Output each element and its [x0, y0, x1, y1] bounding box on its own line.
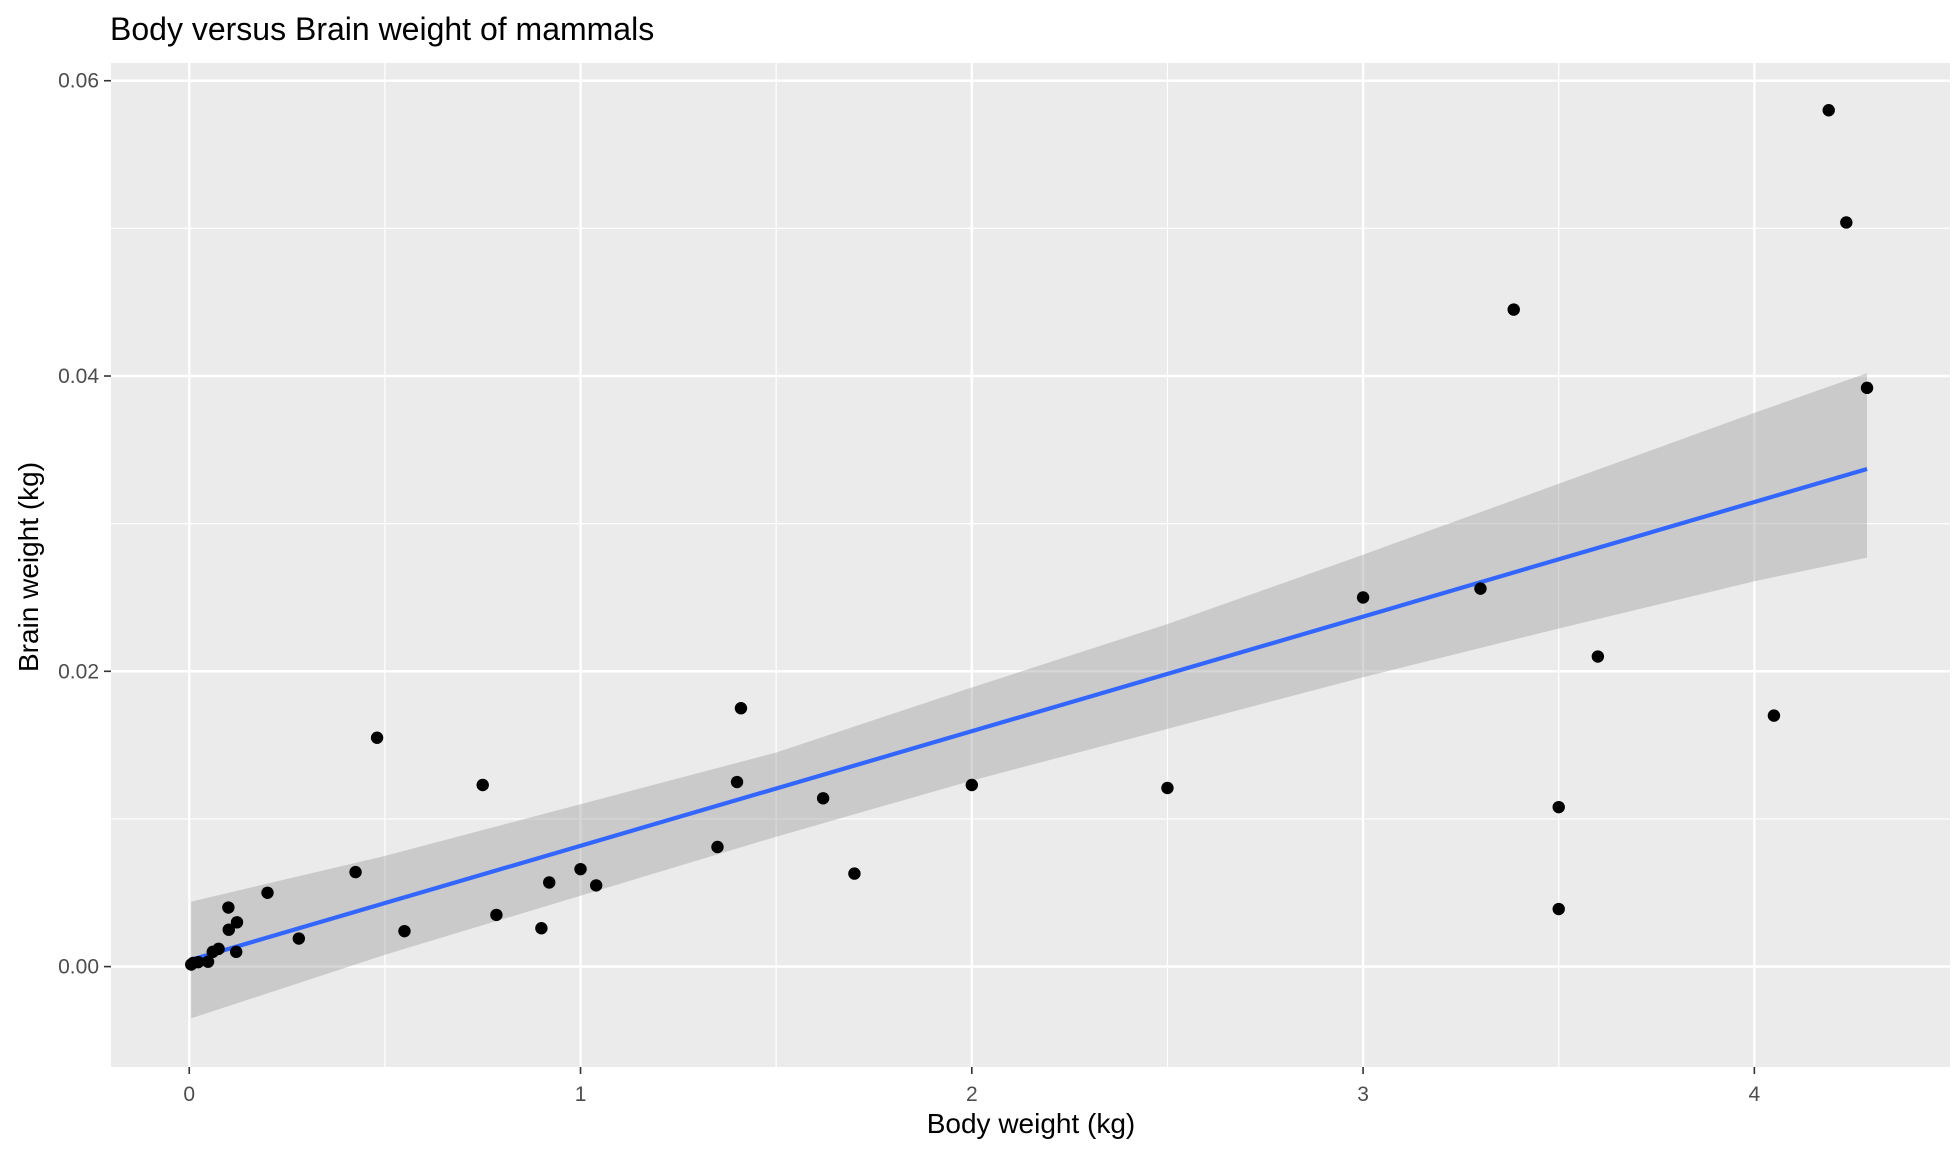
data-point: [1840, 216, 1853, 229]
data-point: [734, 702, 748, 715]
points-layer: [185, 104, 1874, 971]
data-point: [1552, 902, 1565, 916]
data-point: [1860, 381, 1874, 395]
x-tick-label: 2: [966, 1083, 978, 1106]
data-point: [1552, 800, 1565, 814]
x-tick-label: 4: [1749, 1083, 1761, 1106]
x-tick-label: 3: [1357, 1083, 1369, 1106]
data-point: [1356, 591, 1370, 604]
data-point: [292, 932, 306, 945]
y-tick-label: 0.06: [58, 70, 99, 93]
data-point: [222, 901, 235, 914]
x-tick-label: 0: [183, 1083, 195, 1106]
y-tick-label: 0.00: [58, 956, 99, 979]
data-point: [589, 879, 603, 892]
data-point: [535, 922, 548, 935]
confidence-band-layer: [191, 373, 1868, 1019]
data-point: [212, 942, 225, 956]
data-point: [1507, 303, 1520, 316]
x-tick-label: 1: [575, 1083, 587, 1106]
data-point: [965, 778, 979, 792]
confidence-band: [191, 373, 1868, 1019]
data-point: [476, 778, 489, 792]
data-point: [230, 945, 243, 959]
y-axis-title: Brain weight (kg): [13, 462, 44, 672]
data-point: [192, 955, 205, 969]
data-point: [730, 775, 744, 789]
data-point: [711, 840, 724, 854]
y-tick-label: 0.04: [58, 365, 99, 388]
data-point: [230, 916, 244, 929]
fit-line: [190, 467, 1868, 962]
data-point: [816, 792, 830, 805]
fit-line-layer: [190, 467, 1868, 962]
major-gridlines: [111, 63, 1950, 1067]
data-point: [349, 865, 362, 879]
data-point: [370, 731, 384, 744]
data-point: [848, 867, 861, 880]
data-point: [261, 886, 274, 899]
data-point: [574, 862, 587, 876]
data-point: [1767, 709, 1781, 722]
data-point: [1161, 781, 1174, 795]
data-point: [398, 924, 411, 938]
y-axis: 0.00 0.02 0.04 0.06: [58, 70, 111, 979]
data-point: [1474, 582, 1487, 595]
plot-panel: [111, 63, 1950, 1067]
data-point: [1822, 104, 1835, 117]
x-axis: 0 1 2 3 4: [183, 1067, 1761, 1106]
data-point: [201, 955, 215, 968]
chart-title: Body versus Brain weight of mammals: [110, 11, 654, 47]
data-point: [543, 876, 556, 889]
data-point: [1591, 650, 1605, 663]
minor-gridlines: [111, 63, 1950, 1067]
data-point: [490, 908, 503, 922]
y-tick-label: 0.02: [58, 660, 99, 683]
data-point: [222, 923, 235, 936]
x-axis-title: Body weight (kg): [927, 1108, 1136, 1139]
